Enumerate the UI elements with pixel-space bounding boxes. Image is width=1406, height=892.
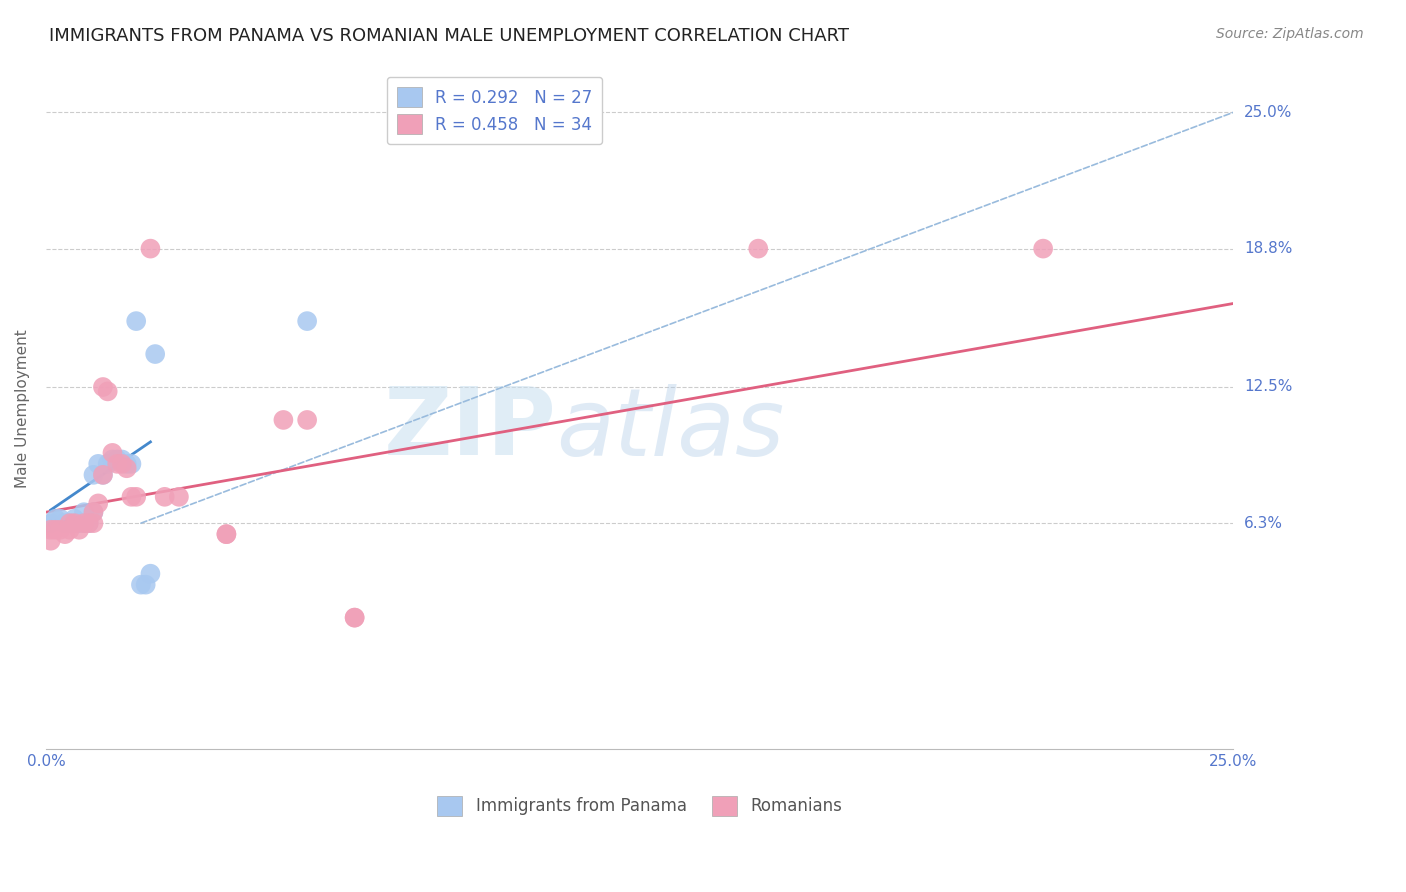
Text: 18.8%: 18.8%: [1244, 241, 1292, 256]
Point: [101, 446, 124, 460]
Point: [153, 490, 176, 504]
Point: [82, 505, 104, 519]
Point: [82, 516, 104, 531]
Point: [139, 242, 162, 256]
Point: [115, 457, 138, 471]
Point: [120, 490, 142, 504]
Legend: Immigrants from Panama, Romanians: Immigrants from Panama, Romanians: [430, 789, 848, 822]
Point: [91, 467, 114, 482]
Point: [73, 516, 96, 531]
Point: [125, 314, 148, 328]
Point: [105, 452, 128, 467]
Text: IMMIGRANTS FROM PANAMA VS ROMANIAN MALE UNEMPLOYMENT CORRELATION CHART: IMMIGRANTS FROM PANAMA VS ROMANIAN MALE …: [49, 27, 849, 45]
Point: [87, 457, 110, 471]
Point: [111, 457, 134, 471]
Point: [295, 413, 318, 427]
Point: [125, 490, 148, 504]
Point: [120, 457, 142, 471]
Point: [39, 516, 62, 531]
Point: [82, 505, 104, 519]
Point: [215, 527, 238, 541]
Point: [91, 380, 114, 394]
Point: [44, 523, 66, 537]
Point: [59, 516, 82, 531]
Point: [39, 533, 62, 548]
Point: [343, 610, 366, 624]
Point: [77, 516, 100, 531]
Point: [67, 516, 90, 531]
Point: [82, 467, 104, 482]
Point: [97, 457, 120, 471]
Point: [295, 314, 318, 328]
Point: [135, 577, 157, 591]
Point: [115, 461, 138, 475]
Point: [101, 452, 124, 467]
Point: [343, 610, 366, 624]
Point: [59, 523, 82, 537]
Point: [73, 516, 96, 531]
Point: [91, 467, 114, 482]
Point: [747, 242, 769, 256]
Text: Source: ZipAtlas.com: Source: ZipAtlas.com: [1216, 27, 1364, 41]
Point: [143, 347, 166, 361]
Point: [39, 523, 62, 537]
Point: [53, 527, 76, 541]
Text: 6.3%: 6.3%: [1244, 516, 1284, 531]
Point: [129, 577, 152, 591]
Point: [44, 512, 66, 526]
Point: [73, 505, 96, 519]
Point: [63, 516, 86, 531]
Point: [77, 516, 100, 531]
Point: [273, 413, 295, 427]
Y-axis label: Male Unemployment: Male Unemployment: [15, 329, 30, 488]
Point: [53, 516, 76, 531]
Point: [63, 512, 86, 526]
Point: [49, 512, 72, 526]
Point: [63, 516, 86, 531]
Point: [97, 384, 120, 399]
Text: 25.0%: 25.0%: [1244, 105, 1292, 120]
Point: [167, 490, 190, 504]
Text: 12.5%: 12.5%: [1244, 379, 1292, 394]
Point: [49, 523, 72, 537]
Point: [215, 527, 238, 541]
Point: [87, 496, 110, 510]
Point: [59, 516, 82, 531]
Text: atlas: atlas: [557, 384, 785, 475]
Point: [67, 523, 90, 537]
Text: ZIP: ZIP: [384, 384, 557, 475]
Point: [105, 457, 128, 471]
Point: [1032, 242, 1054, 256]
Point: [139, 566, 162, 581]
Point: [111, 452, 134, 467]
